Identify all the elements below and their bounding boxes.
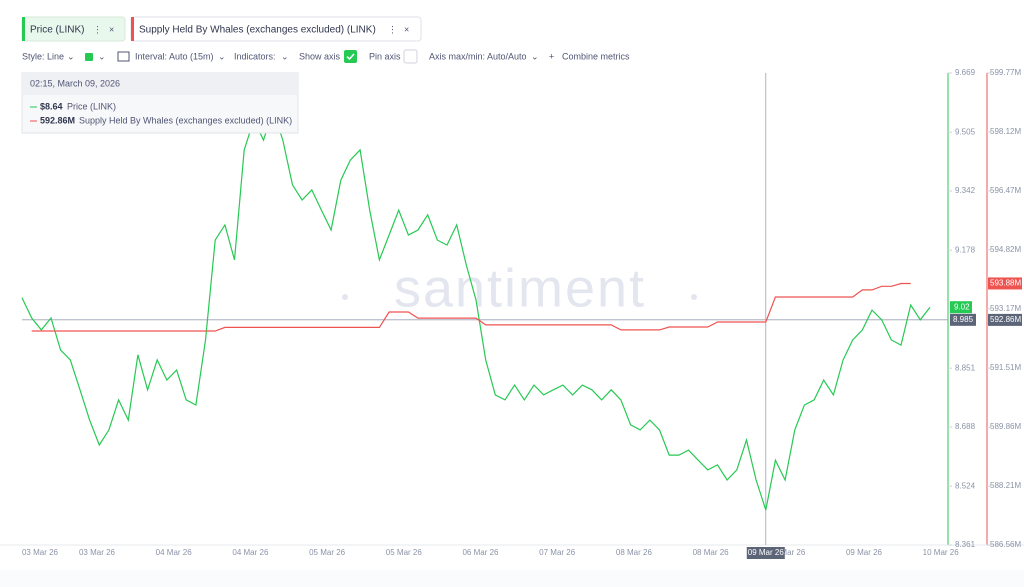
tab-close[interactable]: ×: [109, 24, 114, 34]
interval-select[interactable]: Interval: Auto (15m): [135, 51, 214, 61]
combine-metrics[interactable]: Combine metrics: [562, 51, 630, 61]
x-tick-label: 08 Mar 26: [693, 548, 730, 557]
indicators-select[interactable]: Indicators:: [234, 51, 276, 61]
crosshair-y-label: 8.985: [953, 315, 974, 324]
y-tick-label: 9.178: [955, 245, 976, 254]
y-tick-label: 9.669: [955, 68, 976, 77]
pin-axis-label: Pin axis: [369, 51, 401, 61]
show-axis-label: Show axis: [299, 51, 341, 61]
y2-tick-label: 588.21M: [990, 481, 1021, 490]
x-tick-label: 05 Mar 26: [386, 548, 423, 557]
x-tick-label: 03 Mar 26: [79, 548, 116, 557]
chevron: ⌄: [281, 51, 289, 61]
x-tick-label: 08 Mar 26: [616, 548, 653, 557]
tab-label: Price (LINK): [30, 25, 84, 36]
tooltip-series: Supply Held By Whales (exchanges exclude…: [79, 115, 292, 125]
x-tick-label: 04 Mar 26: [232, 548, 269, 557]
y-tick-label: 8.524: [955, 481, 976, 490]
last-value-badge: [950, 301, 972, 314]
tooltip-date: 02:15, March 09, 2026: [30, 78, 120, 88]
plot: 8.361 8.524 8.688 8.851 9.178 9.342 9.505 9.669…: [0, 68, 1024, 559]
y2-tick-label: 596.47M: [990, 186, 1021, 195]
tab[interactable]: Price (LINK) ⋮ ×: [21, 16, 126, 42]
y2-tick-label: 589.86M: [990, 422, 1021, 431]
x-tick-label: 07 Mar 26: [539, 548, 576, 557]
color-picker[interactable]: [85, 53, 93, 61]
y2-tick-label: 598.12M: [990, 127, 1021, 136]
chevron: ⌄: [218, 51, 226, 61]
y-tick-label: 9.342: [955, 186, 976, 195]
chevron: ⌄: [531, 51, 539, 61]
tab-color: [22, 17, 25, 41]
style-select[interactable]: Style: Line: [22, 51, 64, 61]
y-tick-label: 8.688: [955, 422, 976, 431]
tab-close[interactable]: ×: [404, 24, 409, 34]
tab-menu[interactable]: ⋮: [388, 24, 397, 34]
tab-color: [131, 17, 134, 41]
tab-menu[interactable]: ⋮: [93, 24, 102, 34]
pin-axis-checkbox[interactable]: [403, 49, 418, 64]
x-tick-label: 06 Mar 26: [462, 548, 499, 557]
last-value-label: 9.02: [954, 302, 970, 311]
series-line: [31, 282, 911, 332]
tooltip-header: [22, 73, 298, 95]
chevron: ⌄: [67, 51, 75, 61]
crosshair-y2-label: 592.86M: [990, 315, 1021, 324]
x-tick-label: 09 Mar 26: [769, 548, 806, 557]
x-tick-label: 04 Mar 26: [156, 548, 193, 557]
x-tick-label: 05 Mar 26: [309, 548, 346, 557]
y-tick-label: 8.361: [955, 540, 976, 549]
y-tick-label: 8.851: [955, 363, 976, 372]
crosshair-badge: [746, 547, 785, 559]
show-axis-checkbox[interactable]: [344, 50, 357, 63]
y-tick-label: 9.505: [955, 127, 976, 136]
x-tick-label: 09 Mar 26: [846, 548, 883, 557]
watermark: santiment: [394, 258, 646, 318]
tooltip-value: 592.86M: [40, 115, 75, 125]
tooltip-value: $8.64: [40, 101, 63, 111]
last-value-badge: [988, 277, 1022, 290]
interval-icon: [117, 51, 130, 62]
y2-tick-label: 593.17M: [990, 304, 1021, 313]
chevron: ⌄: [98, 51, 106, 61]
last-value-label: 593.88M: [990, 279, 1021, 288]
check: [346, 53, 355, 61]
y2-tick-label: 586.56M: [990, 540, 1021, 549]
x-tick-label: 10 Mar 26: [923, 548, 960, 557]
plus-icon: +: [549, 51, 554, 61]
minimap[interactable]: [0, 570, 1024, 587]
crosshair-badge: [988, 313, 1022, 326]
y2-tick-label: 594.82M: [990, 245, 1021, 254]
tab[interactable]: Supply Held By Whales (exchanges exclude…: [130, 16, 422, 42]
y2-tick-label: 591.51M: [990, 363, 1021, 372]
y2-tick-label: 599.77M: [990, 68, 1021, 77]
watermark-dot: [691, 294, 697, 300]
x-tick-label: 03 Mar 26: [22, 548, 59, 557]
watermark-dot: [342, 294, 348, 300]
tooltip-series: Price (LINK): [67, 101, 116, 111]
tooltip: 02:15, March 09, 2026 $8.64 Price (LINK)…: [21, 72, 299, 134]
crosshair-x-label: 09 Mar 26: [748, 548, 785, 557]
series-line: [21, 108, 931, 511]
tab-label: Supply Held By Whales (exchanges exclude…: [139, 25, 376, 36]
axis-minmax-select[interactable]: Axis max/min: Auto/Auto: [429, 51, 527, 61]
crosshair-badge: [950, 313, 976, 326]
